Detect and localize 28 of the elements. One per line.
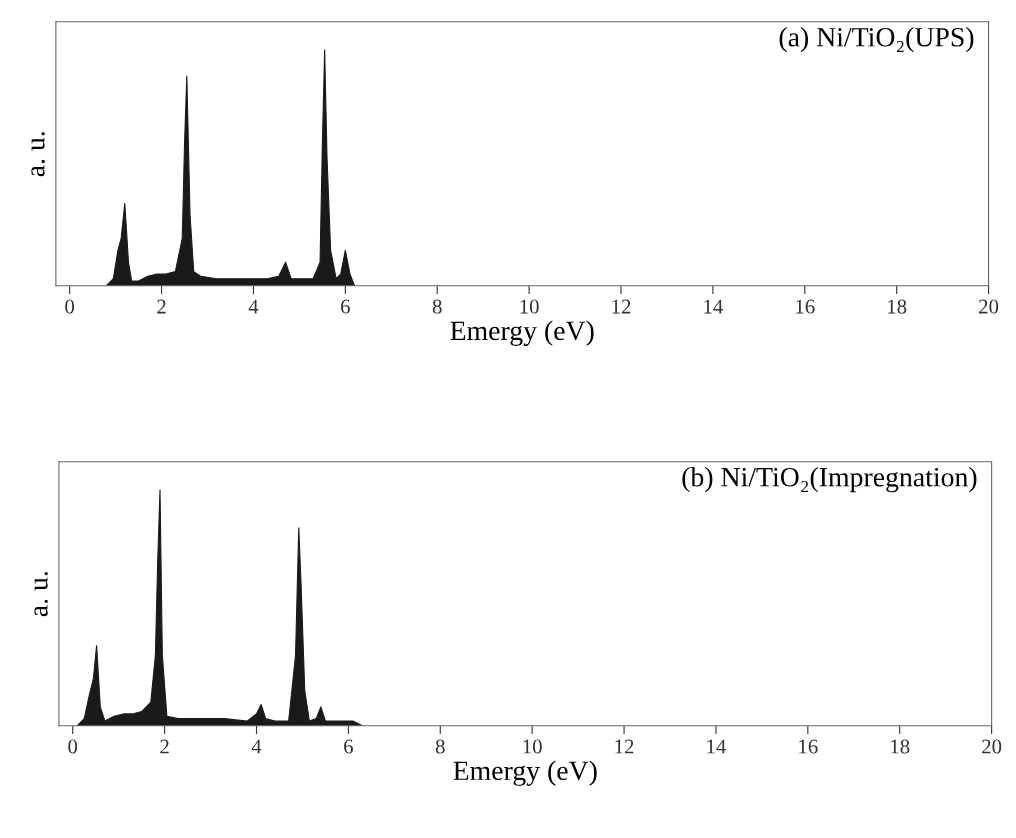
x-tick-label: 14 xyxy=(704,299,723,314)
x-tick-label: 2 xyxy=(160,739,169,754)
x-tick-label: 4 xyxy=(248,299,259,314)
y-axis-title: a. u. xyxy=(34,572,48,617)
x-tick-label: 8 xyxy=(435,739,445,754)
x-tick-label: 16 xyxy=(796,299,815,314)
x-tick-label: 20 xyxy=(982,739,1002,754)
x-tick-label: 20 xyxy=(979,299,999,314)
annotation: (a) Ni/TiO₂(UPS) xyxy=(779,27,974,53)
x-tick-label: 16 xyxy=(799,739,818,754)
x-tick-label: 12 xyxy=(612,299,631,314)
x-tick-label: 2 xyxy=(157,299,166,314)
x-tick-label: 0 xyxy=(65,299,75,314)
x-tick-label: 4 xyxy=(251,739,262,754)
x-tick-label: 10 xyxy=(520,299,539,314)
x-tick-label: 0 xyxy=(68,739,78,754)
x-axis-title: Emergy (eV) xyxy=(453,760,597,786)
x-tick-label: 8 xyxy=(432,299,442,314)
x-tick-label: 18 xyxy=(888,299,907,314)
y-axis-title: a. u. xyxy=(31,132,45,177)
x-tick-label: 14 xyxy=(707,739,727,754)
x-tick-label: 12 xyxy=(615,739,634,754)
annotation: (b) Ni/TiO₂(Impregnation) xyxy=(682,467,977,493)
x-tick-label: 18 xyxy=(891,739,910,754)
x-tick-label: 6 xyxy=(341,299,350,314)
x-tick-label: 10 xyxy=(523,739,542,754)
x-tick-label: 6 xyxy=(344,739,353,754)
x-axis-title: Emergy (eV) xyxy=(450,320,594,346)
